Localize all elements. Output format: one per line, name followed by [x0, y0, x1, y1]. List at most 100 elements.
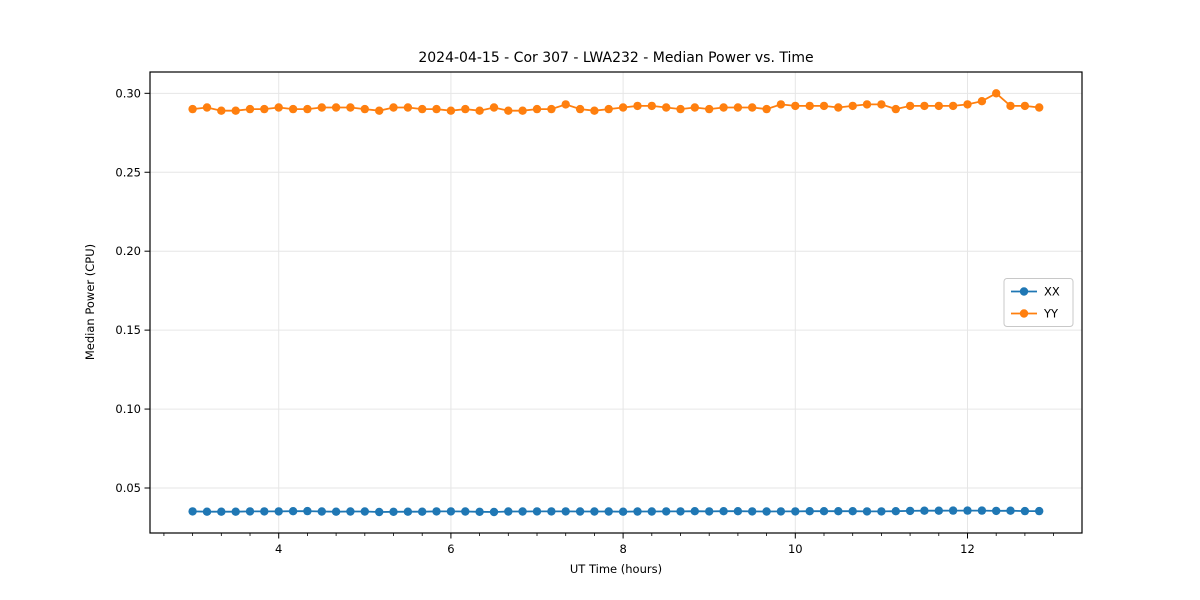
data-point-marker: [288, 104, 298, 114]
data-point-marker: [633, 507, 642, 516]
data-point-marker: [590, 106, 599, 115]
data-point-marker: [317, 507, 326, 516]
data-point-marker: [375, 106, 384, 115]
data-point-marker: [489, 507, 499, 517]
data-point-marker: [202, 103, 212, 112]
data-point-marker: [934, 101, 943, 111]
chart-title: 2024-04-15 - Cor 307 - LWA232 - Median P…: [418, 50, 814, 66]
data-point-marker: [274, 103, 283, 112]
x-tick-label: 12: [960, 542, 975, 556]
data-point-marker: [518, 507, 527, 516]
data-point-marker: [547, 104, 556, 114]
data-point-marker: [360, 507, 369, 516]
data-point-marker: [877, 100, 886, 109]
data-point-marker: [690, 507, 699, 516]
series-xx: [188, 506, 1044, 517]
data-point-marker: [375, 507, 384, 517]
data-point-marker: [446, 507, 456, 516]
data-point-marker: [819, 101, 829, 111]
legend: XX YY: [1003, 278, 1074, 327]
data-point-marker: [662, 103, 671, 112]
axes-box: [149, 71, 1083, 534]
data-point-marker: [877, 507, 886, 516]
data-point-marker: [848, 101, 857, 111]
data-point-marker: [260, 104, 269, 114]
data-point-marker: [748, 507, 757, 516]
data-point-marker: [891, 104, 900, 114]
data-point-marker: [446, 106, 456, 115]
data-point-marker: [331, 103, 341, 112]
data-point-marker: [891, 507, 900, 516]
data-point-marker: [231, 106, 240, 115]
data-point-marker: [532, 104, 542, 114]
data-point-marker: [948, 506, 958, 515]
legend-entry-label: XX: [1044, 285, 1060, 299]
data-point-marker: [303, 104, 312, 114]
data-point-marker: [461, 507, 470, 516]
data-point-marker: [475, 507, 484, 516]
data-point-marker: [948, 101, 958, 111]
legend-sample-marker: [1019, 309, 1029, 318]
data-point-marker: [518, 106, 527, 115]
data-point-marker: [776, 100, 786, 109]
data-point-marker: [303, 506, 312, 516]
data-point-marker: [331, 507, 341, 516]
data-point-marker: [762, 104, 771, 114]
data-point-marker: [733, 103, 743, 112]
y-tick-label: 0.30: [115, 86, 141, 100]
data-point-marker: [862, 100, 872, 109]
data-point-marker: [403, 103, 413, 112]
data-point-marker: [848, 507, 857, 516]
x-tick-label: 8: [619, 542, 626, 556]
data-point-marker: [418, 507, 427, 516]
y-tick-label: 0.05: [115, 481, 141, 495]
data-point-marker: [748, 103, 757, 112]
y-tick-label: 0.10: [115, 402, 141, 416]
data-point-marker: [547, 507, 556, 516]
data-point-marker: [647, 507, 656, 516]
data-point-marker: [1035, 103, 1044, 112]
data-point-marker: [245, 104, 255, 114]
data-point-marker: [905, 101, 915, 111]
data-point-marker: [489, 103, 499, 112]
data-point-marker: [719, 103, 728, 112]
x-axis-label: UT Time (hours): [569, 562, 663, 576]
data-point-marker: [590, 507, 599, 516]
data-point-marker: [934, 506, 943, 515]
data-point-marker: [561, 507, 570, 516]
data-point-marker: [260, 507, 269, 516]
data-point-marker: [418, 104, 427, 114]
data-point-marker: [963, 506, 972, 515]
y-tick-label: 0.25: [115, 165, 141, 179]
data-point-marker: [389, 103, 398, 112]
data-point-marker: [389, 507, 398, 516]
series-yy: [188, 89, 1044, 115]
data-point-marker: [202, 507, 212, 516]
data-point-marker: [963, 100, 972, 109]
data-point-marker: [920, 101, 929, 111]
data-point-marker: [432, 507, 441, 516]
data-point-marker: [862, 507, 872, 516]
data-point-marker: [992, 506, 1001, 516]
data-point-marker: [575, 507, 585, 516]
data-point-marker: [705, 507, 714, 516]
data-point-marker: [1035, 506, 1044, 516]
data-point-marker: [504, 507, 513, 516]
data-point-marker: [905, 506, 915, 516]
data-point-marker: [705, 104, 714, 114]
data-point-marker: [805, 507, 814, 516]
data-point-marker: [403, 507, 413, 516]
data-point-marker: [992, 89, 1001, 98]
y-tick-label: 0.20: [115, 244, 141, 258]
data-point-marker: [977, 506, 987, 515]
data-point-marker: [1020, 506, 1030, 516]
data-point-marker: [575, 104, 585, 114]
legend-box: [1003, 278, 1074, 327]
data-point-marker: [217, 106, 226, 115]
data-point-marker: [633, 101, 642, 111]
data-point-marker: [504, 106, 513, 115]
data-point-marker: [618, 507, 628, 516]
data-point-marker: [647, 101, 656, 111]
